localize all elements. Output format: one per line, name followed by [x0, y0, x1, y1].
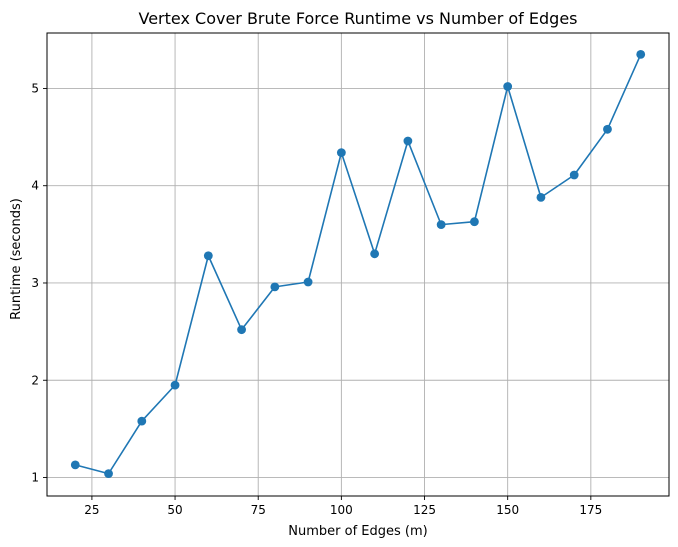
data-point [636, 49, 646, 59]
y-tick-label: 4 [31, 179, 39, 193]
x-tick-label: 150 [496, 503, 519, 517]
data-point [503, 82, 513, 91]
data-point [436, 220, 446, 230]
x-tick-label: 75 [251, 503, 266, 517]
series-line [75, 54, 642, 475]
y-tick-label: 3 [31, 276, 39, 290]
data-point [536, 192, 546, 202]
data-point [237, 325, 246, 335]
data-point [370, 249, 380, 259]
data-point [603, 124, 612, 134]
y-axis-label: Runtime (seconds) [9, 198, 24, 320]
data-point [137, 416, 147, 426]
data-point [470, 217, 479, 227]
y-tick-label: 5 [31, 81, 39, 95]
data-point [270, 282, 280, 292]
x-tick-label: 175 [579, 503, 602, 517]
grid [47, 33, 669, 496]
y-tick-label: 1 [31, 471, 39, 485]
data-point [403, 136, 413, 146]
x-tick-label: 25 [84, 503, 99, 517]
data-point [336, 148, 346, 158]
data-point [104, 469, 113, 479]
x-tick-label: 100 [330, 503, 353, 517]
x-tick-label: 50 [167, 503, 182, 517]
y-tick-label: 2 [31, 373, 39, 387]
y-axis-ticks: 1 2 3 4 5 [31, 81, 47, 485]
x-tick-label: 125 [413, 503, 436, 517]
data-point [569, 170, 579, 180]
data-point [170, 380, 180, 390]
data-point [303, 277, 313, 287]
x-axis-ticks: 25 50 75 100 125 150 175 [84, 496, 602, 517]
series-group [70, 49, 646, 479]
data-point [203, 251, 213, 261]
chart-title: Vertex Cover Brute Force Runtime vs Numb… [139, 9, 578, 28]
data-point [70, 460, 80, 470]
plot-frame [46, 32, 670, 497]
x-axis-label: Number of Edges (m) [288, 524, 427, 539]
